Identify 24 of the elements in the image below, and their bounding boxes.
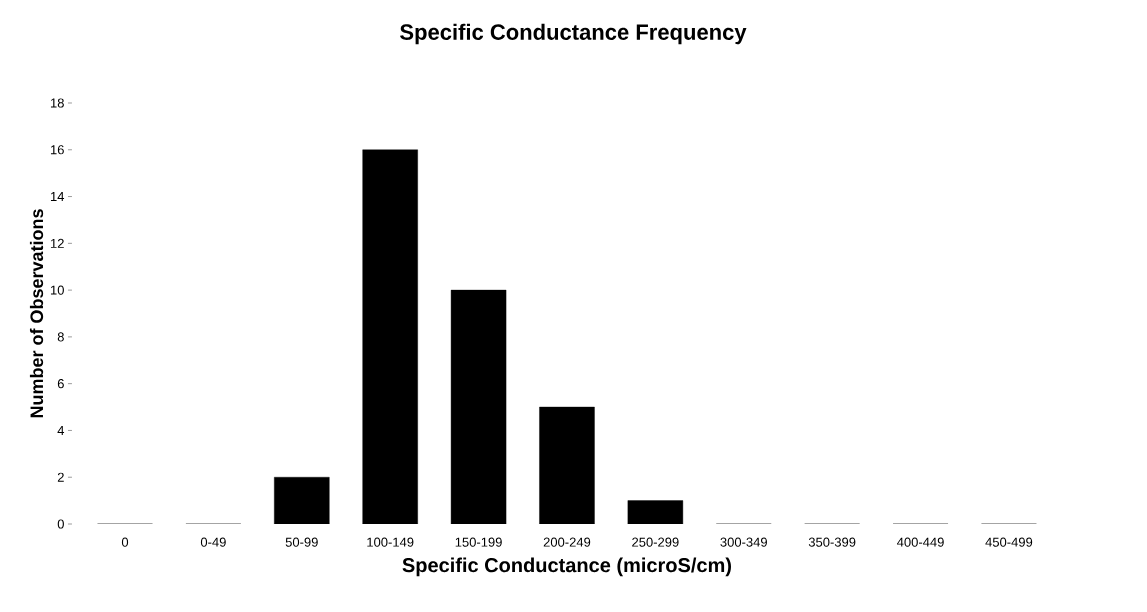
y-tick-label: 12 — [50, 238, 64, 248]
y-tick-label: 2 — [57, 472, 64, 482]
y-tick-label: 0 — [57, 519, 64, 529]
y-tick-label: 10 — [50, 285, 64, 295]
x-tick-label: 150-199 — [455, 537, 502, 547]
y-tick-label: 8 — [57, 332, 64, 342]
x-axis-title: Specific Conductance (microS/cm) — [402, 557, 731, 577]
y-tick-label: 4 — [57, 425, 65, 435]
x-tick-label: 400-449 — [896, 537, 944, 547]
x-tick-label: 450-499 — [985, 537, 1033, 547]
y-axis-title: Number of Observations — [29, 209, 44, 418]
y-tick-label: 18 — [50, 98, 64, 108]
x-tick-label: 250-299 — [632, 537, 679, 547]
y-tick-label: 14 — [50, 192, 65, 202]
x-tick-label: 0 — [121, 537, 129, 547]
y-tick-label: 16 — [50, 145, 64, 155]
x-tick-label: 350-399 — [808, 537, 856, 547]
x-tick-label: 100-149 — [367, 537, 414, 547]
x-tick-label: 300-349 — [720, 537, 767, 547]
chart-title: Specific Conductance Frequency — [400, 23, 747, 45]
y-tick-label: 6 — [57, 379, 64, 389]
x-tick-label: 50-99 — [285, 537, 318, 547]
x-tick-label: 0-49 — [200, 537, 226, 547]
x-tick-label: 200-249 — [543, 537, 591, 547]
